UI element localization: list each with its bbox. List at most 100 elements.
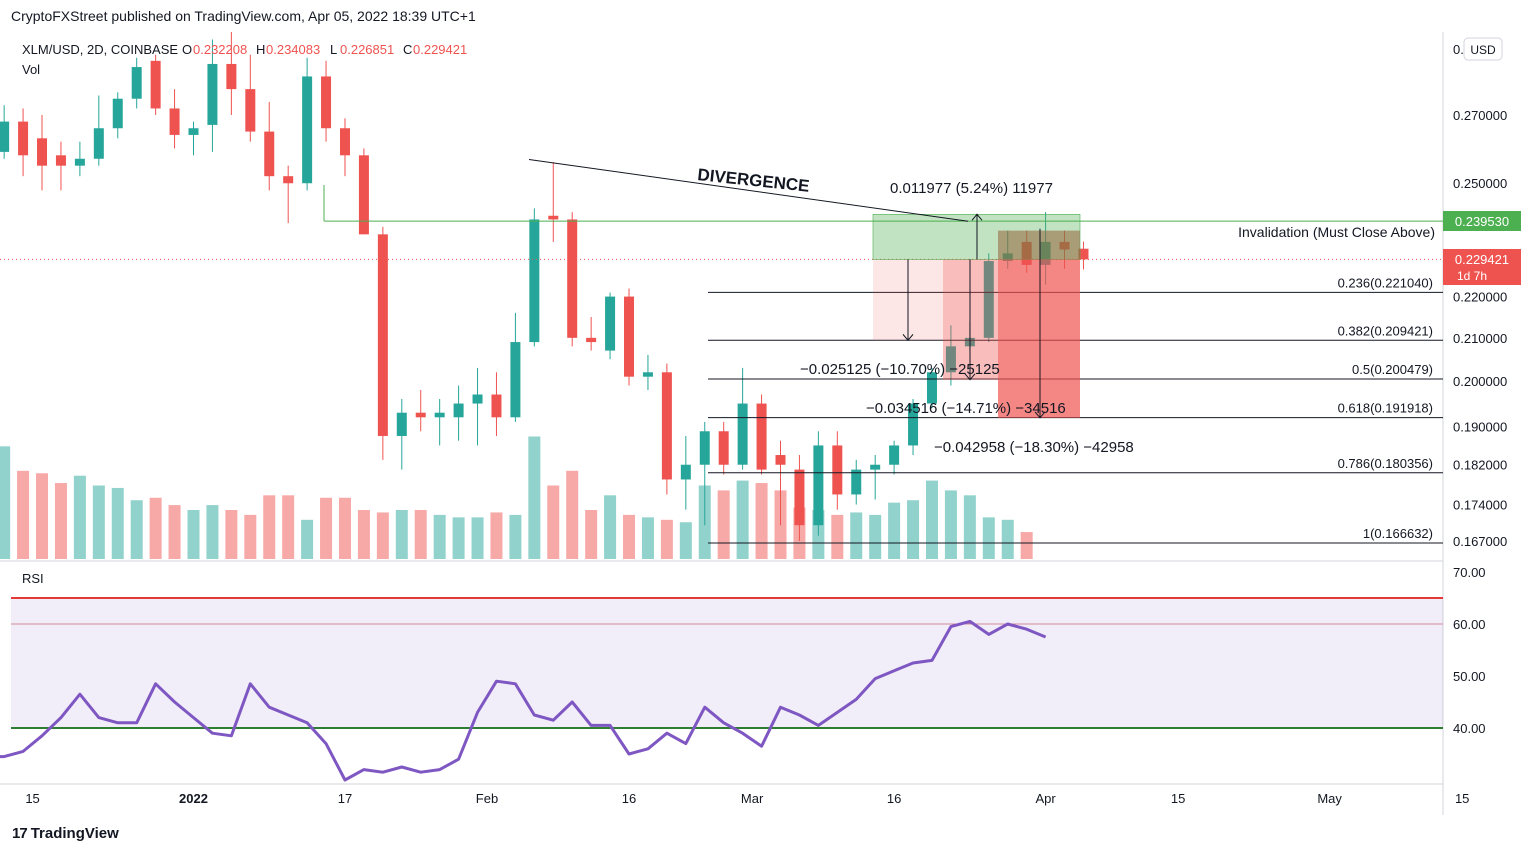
price-tick-label: 0.220000 (1453, 290, 1507, 305)
candle-body (74, 158, 85, 166)
volume-bar (736, 480, 749, 559)
currency-label: USD (1470, 43, 1496, 57)
volume-bar (92, 485, 105, 559)
chart-drawings: 0.236(0.221040) 0.382(0.209421) 0.5(0.2004… (0, 158, 1443, 544)
price-tick-label: 0.167000 (1453, 534, 1507, 549)
price-tick-label: 0.270000 (1453, 108, 1507, 123)
candle-body (55, 155, 66, 166)
volume-bar (907, 500, 920, 559)
loss-measure-1: −0.025125 (−10.70%) −25125 (800, 361, 1000, 378)
publisher-header: CryptoFXStreet published on TradingView.… (0, 0, 1536, 32)
chart-canvas[interactable]: 0.236(0.221040) 0.382(0.209421) 0.5(0.2004… (0, 32, 1536, 815)
candle-body (377, 234, 388, 436)
volume-bar (320, 497, 333, 559)
rsi-line (0, 619, 1047, 782)
time-tick-label: 16 (622, 791, 636, 806)
price-tick-label: 0.200000 (1453, 374, 1507, 389)
time-tick-label: Mar (741, 791, 764, 806)
volume-bar (471, 517, 484, 559)
rsi-label: RSI (22, 571, 44, 586)
volume-bar (623, 514, 636, 559)
price-tick-label: 0.174000 (1453, 498, 1507, 513)
candle-body (567, 219, 578, 338)
currency-button[interactable]: USD (1463, 37, 1503, 61)
candle-body (737, 403, 748, 465)
volume-bar (244, 514, 257, 559)
candle-body (642, 372, 653, 377)
candle-body (169, 108, 180, 135)
profit-measure-label: 0.011977 (5.24%) 11977 (890, 180, 1053, 197)
rsi-pane: 70.00 60.00 50.00 40.00 (0, 565, 1486, 782)
candle-body (983, 261, 994, 338)
measure-arrow-1-head (902, 334, 914, 342)
legend-h-value: 0.234083 (266, 42, 320, 57)
measure-arrow-3-head (1034, 411, 1046, 419)
volume-bar (111, 487, 124, 559)
publisher-line: CryptoFXStreet published on TradingView.… (11, 8, 476, 24)
candle-body (926, 372, 937, 404)
volume-bar (528, 436, 541, 559)
volume-bar (585, 510, 598, 559)
volume-bar (433, 514, 446, 559)
time-tick-label: 15 (1455, 791, 1469, 806)
volume-bar (17, 470, 30, 559)
candle-body (188, 128, 199, 135)
invalidation-price-badge: 0.239530 (1443, 211, 1521, 231)
candle-body (245, 89, 256, 132)
candle-body (718, 431, 729, 465)
volume-bar (36, 473, 49, 559)
rsi-tick-label: 40.00 (1453, 721, 1486, 736)
candle-body (131, 67, 142, 99)
candle-body (945, 346, 956, 373)
candle-body (908, 403, 919, 446)
loss-measure-2: −0.034516 (−14.71%) −34516 (866, 400, 1066, 417)
time-tick-label: Feb (476, 791, 498, 806)
invalidation-label: Invalidation (Must Close Above) (1238, 224, 1435, 240)
loss-zone-3 (998, 259, 1080, 418)
price-tick-label: 0.190000 (1453, 420, 1507, 435)
fib-level-label: 1(0.166632) (1363, 526, 1433, 541)
candle-body (661, 372, 672, 480)
candle-body (510, 342, 521, 418)
volume-bar (357, 510, 370, 559)
fib-level-label: 0.5(0.200479) (1352, 362, 1433, 377)
volume-bar (225, 510, 238, 559)
symbol-legend[interactable]: XLM/USD, 2D, COINBASE O 0.232208 H 0.234… (22, 42, 467, 77)
volume-bar (282, 495, 295, 559)
volume-bar (206, 505, 219, 559)
candle-body (680, 464, 691, 480)
legend-c-label: C (403, 42, 412, 57)
tradingview-logo[interactable]: 17 TradingView (12, 825, 119, 842)
candle-body (264, 131, 275, 177)
fib-level-label: 0.618(0.191918) (1338, 401, 1433, 416)
legend-c-value: 0.229421 (413, 42, 467, 57)
legend-l-value: 0.226851 (340, 42, 394, 57)
candle-body (283, 176, 294, 184)
candle-body (207, 63, 218, 125)
candle-body (434, 412, 445, 418)
candle-body (889, 445, 900, 465)
candle-body (699, 431, 710, 465)
candle-body (302, 76, 313, 184)
time-tick-label: 2022 (179, 791, 208, 806)
volume-bar (301, 519, 314, 559)
legend-o-label: O (182, 42, 192, 57)
candle-body (18, 121, 29, 156)
volume-bar (660, 519, 673, 559)
candle-body (775, 455, 786, 465)
loss-measure-3: −0.042958 (−18.30%) −42958 (934, 439, 1134, 456)
candle-body (605, 296, 616, 351)
time-tick-label: 15 (1171, 791, 1185, 806)
price-axis[interactable]: 0.270000 0.250000 0.220000 0.210000 0.200000… (1453, 42, 1507, 549)
rsi-band (11, 598, 1443, 728)
symbol-title: XLM/USD, 2D, COINBASE (22, 42, 178, 57)
volume-bar (982, 517, 995, 559)
volume-bar (925, 480, 938, 559)
candle-body (529, 219, 540, 343)
volume-bar (263, 495, 276, 559)
footer: 17 TradingView (0, 815, 1536, 855)
volume-bar (509, 514, 522, 559)
candle-body (851, 469, 862, 495)
divergence-trendline (528, 158, 969, 222)
time-axis[interactable]: Dec15202217Feb16Mar16Apr15May15Jun16 (0, 791, 1536, 806)
